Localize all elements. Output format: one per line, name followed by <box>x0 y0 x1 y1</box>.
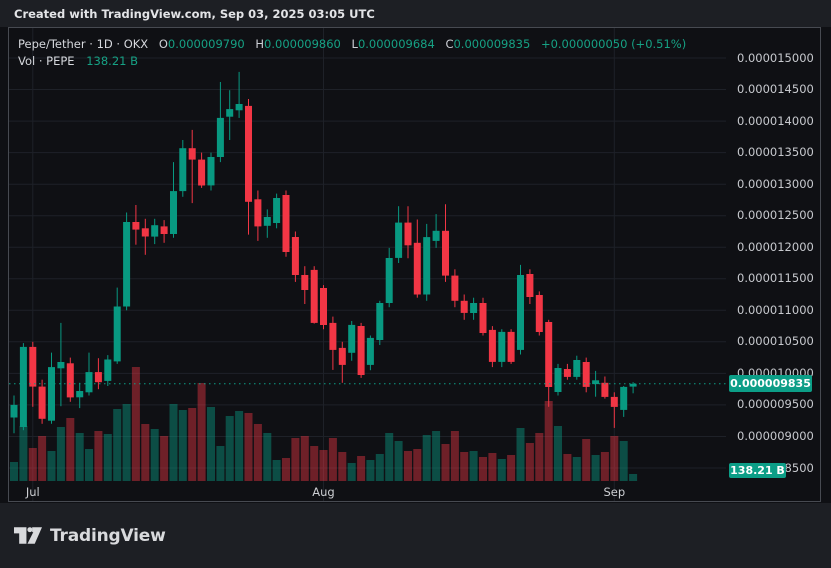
high-label: H <box>255 37 265 51</box>
attribution-bar: Created with TradingView.com, Sep 03, 20… <box>0 0 831 27</box>
open-label: O <box>158 37 168 51</box>
volume-label: Vol · PEPE <box>18 54 75 68</box>
volume-series <box>10 367 638 481</box>
time-axis-label-sep: Sep <box>603 485 626 499</box>
symbol-title[interactable]: Pepe/Tether · 1D · OKX <box>18 37 149 51</box>
time-axis-label-aug: Aug <box>312 485 335 499</box>
price-axis-label: 0.000013500 <box>737 145 814 160</box>
chart-legend: Pepe/Tether · 1D · OKX O0.000009790 H0.0… <box>18 36 686 70</box>
price-axis-label: 0.000013000 <box>737 176 814 191</box>
current-price-badge: 0.000009835 <box>729 375 812 393</box>
price-axis-label: 0.000012500 <box>737 208 814 223</box>
price-axis-label: 0.000011000 <box>737 302 814 317</box>
price-axis-label: 0.000015000 <box>737 50 814 65</box>
open-value: 0.000009790 <box>167 37 245 51</box>
close-value: 0.000009835 <box>453 37 531 51</box>
tradingview-logo-icon[interactable] <box>14 527 42 544</box>
price-axis-label: 0.000014500 <box>737 82 814 96</box>
price-axis-label: 0.000011500 <box>737 271 814 286</box>
change-value: +0.000000050 (+0.51%) <box>540 37 687 51</box>
legend-volume-row: Vol · PEPE 138.21 B <box>18 53 686 70</box>
volume-value: 138.21 B <box>86 54 139 68</box>
price-axis-label: 0.000012000 <box>737 239 814 254</box>
attribution-text: Created with TradingView.com, Sep 03, 20… <box>14 6 375 21</box>
low-value: 0.000009684 <box>357 37 435 51</box>
price-axis-label: 0.000010500 <box>737 334 814 349</box>
candlestick-series <box>10 71 637 434</box>
high-value: 0.000009860 <box>264 37 341 51</box>
tradingview-brand-text[interactable]: TradingView <box>50 525 166 546</box>
legend-ohlc-row: Pepe/Tether · 1D · OKX O0.000009790 H0.0… <box>18 36 686 53</box>
price-axis-label: 0.000009000 <box>737 429 814 443</box>
grid <box>9 28 726 501</box>
price-axis-label: 0.000014000 <box>737 113 814 128</box>
footer-bar: TradingView <box>0 503 831 568</box>
low-label: L <box>351 37 358 51</box>
price-axis-label: 0.000009500 <box>737 397 814 412</box>
time-axis-label-jul: Jul <box>25 485 40 499</box>
close-label: C <box>445 37 454 51</box>
current-volume-badge: 138.21 B <box>729 463 786 478</box>
